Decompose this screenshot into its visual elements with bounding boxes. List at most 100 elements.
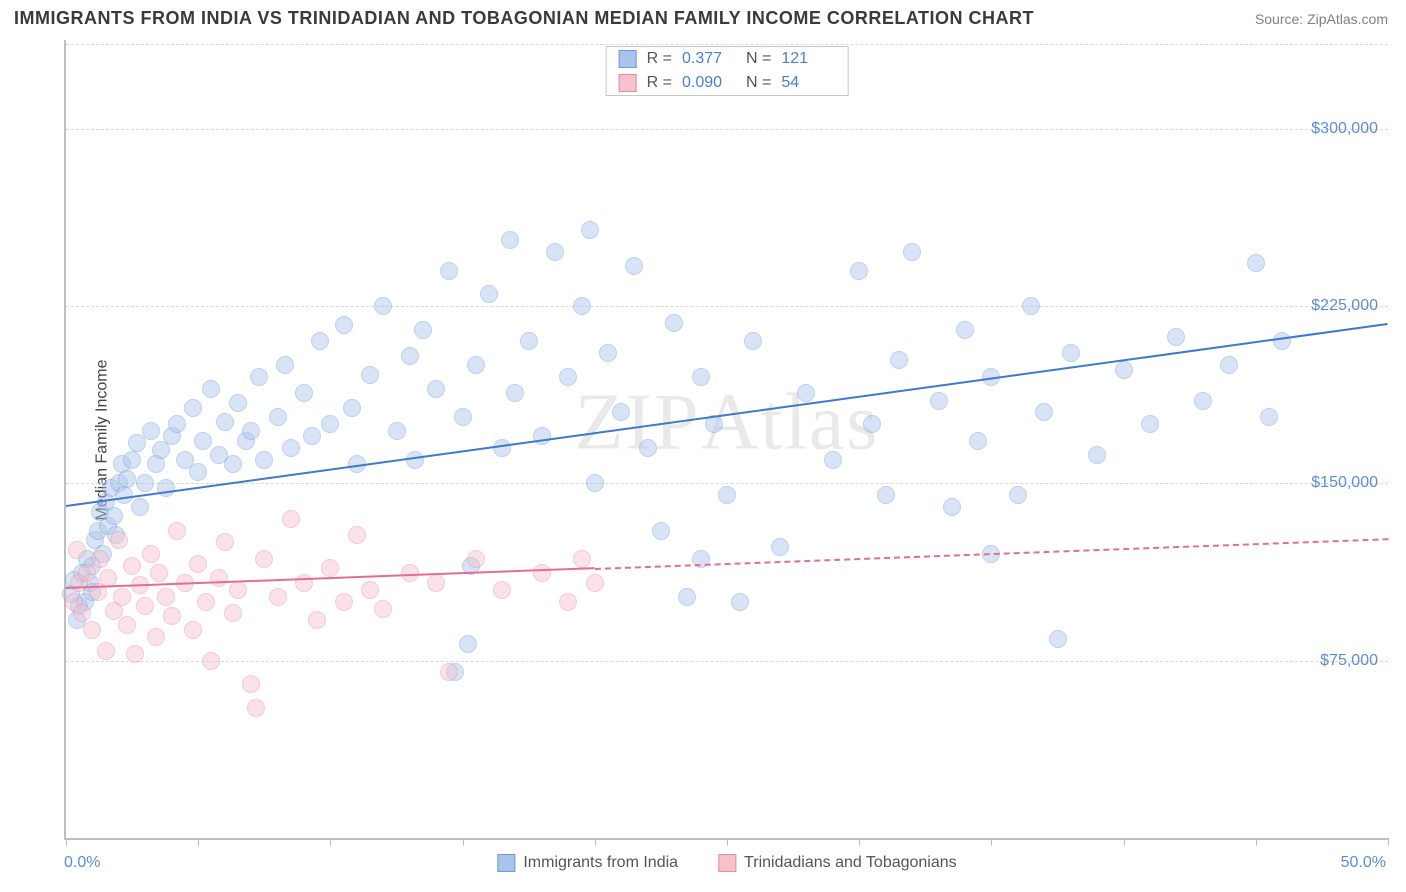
- data-point: [189, 555, 207, 573]
- data-point: [335, 593, 353, 611]
- legend-label: Immigrants from India: [523, 854, 678, 872]
- x-axis-max-label: 50.0%: [1341, 854, 1386, 872]
- data-point: [1194, 392, 1212, 410]
- data-point: [890, 351, 908, 369]
- data-point: [255, 451, 273, 469]
- data-point: [1220, 356, 1238, 374]
- data-point: [136, 597, 154, 615]
- data-point: [797, 384, 815, 402]
- y-tick-label: $225,000: [1311, 297, 1378, 315]
- data-point: [969, 432, 987, 450]
- legend-n-value: 54: [781, 74, 835, 92]
- data-point: [136, 474, 154, 492]
- data-point: [612, 403, 630, 421]
- data-point: [501, 231, 519, 249]
- legend-r-value: 0.090: [682, 74, 736, 92]
- data-point: [665, 314, 683, 332]
- data-point: [311, 332, 329, 350]
- data-point: [1062, 344, 1080, 362]
- data-point: [118, 470, 136, 488]
- x-tick: [330, 838, 331, 846]
- data-point: [440, 262, 458, 280]
- trend-line: [595, 538, 1388, 570]
- trend-line: [66, 323, 1388, 507]
- gridline: [66, 661, 1388, 662]
- data-point: [678, 588, 696, 606]
- data-point: [520, 332, 538, 350]
- data-point: [216, 413, 234, 431]
- data-point: [150, 564, 168, 582]
- data-point: [903, 243, 921, 261]
- data-point: [533, 564, 551, 582]
- data-point: [943, 498, 961, 516]
- data-point: [771, 538, 789, 556]
- legend-swatch: [619, 74, 637, 92]
- data-point: [1115, 361, 1133, 379]
- data-point: [573, 297, 591, 315]
- data-point: [581, 221, 599, 239]
- data-point: [427, 574, 445, 592]
- data-point: [459, 635, 477, 653]
- data-point: [168, 415, 186, 433]
- legend-r-value: 0.377: [682, 50, 736, 68]
- data-point: [1247, 254, 1265, 272]
- legend-item: Immigrants from India: [497, 854, 678, 872]
- data-point: [83, 621, 101, 639]
- data-point: [68, 541, 86, 559]
- x-tick: [1256, 838, 1257, 846]
- x-tick: [1388, 838, 1389, 846]
- data-point: [348, 526, 366, 544]
- data-point: [255, 550, 273, 568]
- data-point: [184, 399, 202, 417]
- data-point: [269, 408, 287, 426]
- data-point: [559, 368, 577, 386]
- x-tick: [1124, 838, 1125, 846]
- data-point: [157, 479, 175, 497]
- data-point: [308, 611, 326, 629]
- correlation-legend: R =0.377N =121R =0.090N =54: [606, 46, 849, 96]
- data-point: [189, 463, 207, 481]
- data-point: [877, 486, 895, 504]
- legend-swatch: [619, 50, 637, 68]
- data-point: [110, 531, 128, 549]
- data-point: [546, 243, 564, 261]
- data-point: [216, 533, 234, 551]
- y-tick-label: $75,000: [1320, 652, 1378, 670]
- data-point: [157, 588, 175, 606]
- data-point: [295, 574, 313, 592]
- chart-title: IMMIGRANTS FROM INDIA VS TRINIDADIAN AND…: [14, 8, 1034, 29]
- data-point: [118, 616, 136, 634]
- data-point: [480, 285, 498, 303]
- data-point: [202, 380, 220, 398]
- data-point: [401, 347, 419, 365]
- data-point: [113, 588, 131, 606]
- data-point: [197, 593, 215, 611]
- legend-item: Trinidadians and Tobagonians: [718, 854, 957, 872]
- data-point: [295, 384, 313, 402]
- legend-row: R = 0.090 N = 54: [607, 71, 848, 95]
- legend-n-label: N =: [746, 74, 771, 92]
- data-point: [1260, 408, 1278, 426]
- data-point: [718, 486, 736, 504]
- data-point: [168, 522, 186, 540]
- data-point: [493, 581, 511, 599]
- data-point: [956, 321, 974, 339]
- data-point: [247, 699, 265, 717]
- data-point: [1049, 630, 1067, 648]
- data-point: [586, 574, 604, 592]
- data-point: [573, 550, 591, 568]
- data-point: [850, 262, 868, 280]
- data-point: [303, 427, 321, 445]
- data-point: [97, 642, 115, 660]
- data-point: [242, 675, 260, 693]
- data-point: [282, 439, 300, 457]
- data-point: [374, 297, 392, 315]
- data-point: [467, 356, 485, 374]
- data-point: [321, 559, 339, 577]
- gridline: [66, 306, 1388, 307]
- data-point: [652, 522, 670, 540]
- legend-swatch: [497, 854, 515, 872]
- legend-r-label: R =: [647, 74, 672, 92]
- data-point: [229, 581, 247, 599]
- x-tick: [727, 838, 728, 846]
